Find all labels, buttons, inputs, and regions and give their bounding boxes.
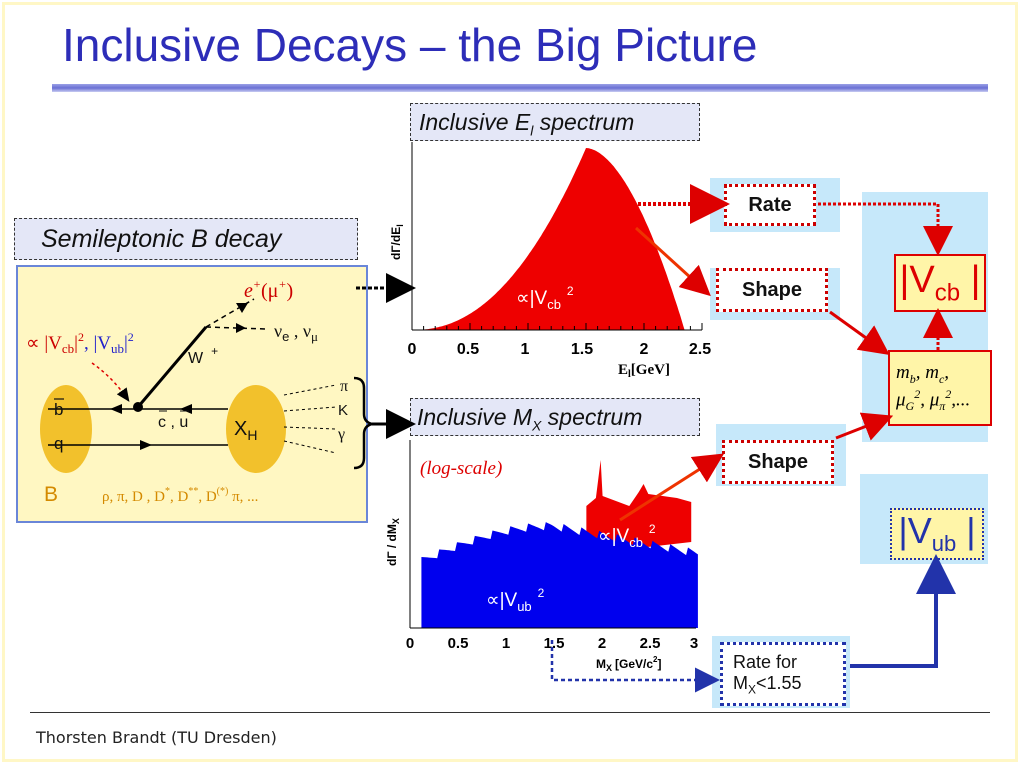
shape-el-tag: Shape	[716, 268, 828, 312]
b-meson-blob	[40, 385, 92, 473]
semileptonic-label: Semileptonic B decay	[14, 218, 358, 260]
mx-to-shape-arrow	[619, 453, 725, 522]
el-tick-label: 0.5	[457, 341, 479, 358]
el-x-axis-label: El[GeV]	[618, 362, 670, 380]
page-title: Inclusive Decays – the Big Picture	[62, 19, 758, 71]
rate-tag: Rate	[724, 184, 816, 226]
log-scale-note: (log-scale)	[420, 458, 502, 479]
el-tick-label: 2.5	[689, 341, 711, 358]
mx-tick-label: 0.5	[448, 635, 469, 652]
mx-x-axis-label: MX [GeV/c2]	[596, 655, 661, 673]
neutrino-arrow-icon	[236, 323, 246, 333]
el-to-shape-arrow	[634, 226, 711, 297]
el-tick-labels: 0 0.5 1 1.5 2 2.5	[408, 341, 712, 358]
mx-tick-labels: 0 0.5 1 1.5 2 2.5 3	[406, 635, 698, 652]
title-underline	[52, 84, 988, 92]
mx-label-sub: X	[532, 417, 542, 434]
gamma-label: γ	[337, 426, 345, 443]
mx-label-post: spectrum	[541, 404, 643, 430]
xh-label: XH	[234, 418, 257, 443]
el-spectrum-fill	[412, 148, 702, 330]
bbar-arrow-icon	[110, 404, 122, 414]
shape-el-tag-text: Shape	[741, 278, 803, 301]
spectator-arrow-icon	[140, 440, 152, 450]
footer-author: Thorsten Brandt (TU Dresden)	[36, 728, 277, 747]
mx-cb-annotation: ∝|Vcb2	[598, 522, 656, 550]
mx-tick-label: 1.5	[544, 635, 565, 652]
mx-spectrum-label: Inclusive MX spectrum	[410, 398, 700, 436]
b-meson-label: B	[44, 483, 58, 506]
k-label: K	[338, 402, 348, 419]
el-label-sub: l	[530, 122, 534, 139]
quarks-label: c , u	[158, 414, 188, 431]
mx-tick-label: 0	[406, 635, 414, 652]
el-annotation: ∝|Vcb2	[516, 284, 574, 312]
shape-mx-to-params-arrow	[835, 412, 894, 441]
rate-for-tag-line2: MX<1.55	[733, 672, 802, 697]
el-spectrum-plot: 0 0.5 1 1.5 2 2.5 El[GeV] dΓ/dEl ∝|Vcb2	[389, 142, 712, 380]
bbar-label: b	[54, 400, 63, 419]
params-line1: mb, mc,	[896, 362, 950, 386]
rate-to-vcb-arrow	[818, 202, 953, 256]
rate-tag-text: Rate	[748, 193, 792, 216]
vub-box: |Vub |	[890, 508, 984, 560]
el-tick-label: 2	[640, 341, 649, 358]
mx-y-axis-label: dΓ / dMX	[385, 518, 401, 566]
parameters-box: mb, mc, μG2, μπ2,...	[888, 350, 992, 426]
shape-mx-tag-text: Shape	[747, 450, 809, 473]
el-tick-label: 1	[521, 341, 530, 358]
feynman-diagram: ∝ |Vcb|2, |Vub|2 e+(μ+) νe , νμ W + b q c…	[26, 277, 348, 506]
rate-for-tag-line1: Rate for	[733, 651, 798, 672]
w-boson-label: W +	[188, 344, 218, 367]
mx-ub-fill	[421, 522, 698, 628]
q-label: q	[54, 434, 63, 453]
el-label-pre: Inclusive E	[419, 109, 531, 135]
el-label-post: spectrum	[533, 109, 635, 135]
feynman-diagram-box: ∝ |Vcb|2, |Vub|2 e+(μ+) νe , νμ W + b q c…	[16, 265, 368, 523]
el-tick-label: 0	[408, 341, 417, 358]
params-line2: μG2, μπ2,...	[896, 386, 971, 413]
footer-rule	[30, 712, 990, 713]
rate-for-to-vub-arrow	[850, 554, 956, 668]
w-boson-line	[136, 326, 208, 408]
k-line	[283, 406, 337, 412]
gamma-line	[283, 426, 337, 430]
mx-to-rate-for-arrow	[550, 640, 720, 693]
el-tick-marks	[411, 323, 703, 330]
el-tick-label: 1.5	[571, 341, 593, 358]
mx-tick-label: 1	[502, 635, 510, 652]
mx-ub-annotation: ∝|Vub2	[486, 586, 545, 614]
mx-tick-label: 2	[598, 635, 606, 652]
extra-line	[283, 440, 337, 454]
coupling-text: ∝ |Vcb|2, |Vub|2	[26, 330, 134, 356]
vub-text: |Vub |	[898, 510, 976, 557]
el-y-axis-label: dΓ/dEl	[389, 224, 405, 260]
neutrino-label: νe , νμ	[274, 321, 318, 344]
states-label: ρ, π, D , D*, D**, D(*) π, ...	[102, 486, 258, 505]
brace-icon	[353, 376, 373, 470]
semileptonic-label-text: Semileptonic B decay	[41, 225, 282, 253]
pi-line	[283, 384, 337, 396]
xh-blob	[226, 385, 286, 473]
mx-tick-label: 2.5	[640, 635, 661, 652]
shape-mx-tag: Shape	[722, 440, 834, 484]
mx-tick-label: 3	[690, 635, 698, 652]
vcb-text: |Vcb |	[899, 258, 981, 307]
pi-label: π	[340, 378, 348, 395]
red-pointer	[91, 362, 130, 402]
rate-for-tag: Rate for MX<1.55	[720, 642, 846, 706]
lepton-arrow-icon	[236, 303, 248, 313]
mx-label-pre: Inclusive M	[417, 404, 533, 430]
shape-to-params-arrow	[829, 310, 890, 356]
el-spectrum-label: Inclusive El spectrum	[410, 103, 700, 141]
lepton-label: e+(μ+)	[244, 277, 293, 302]
vcb-box: |Vcb |	[894, 254, 986, 312]
